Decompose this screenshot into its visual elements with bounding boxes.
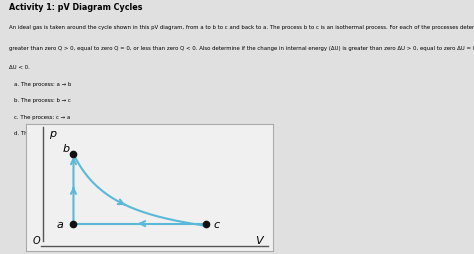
Text: O: O — [33, 235, 40, 245]
Text: d. The complete cycle:: d. The complete cycle: — [14, 131, 75, 136]
Text: An ideal gas is taken around the cycle shown in this pV diagram, from a to b to : An ideal gas is taken around the cycle s… — [9, 25, 474, 30]
Text: b: b — [63, 143, 70, 153]
Text: b. The process: b → c: b. The process: b → c — [14, 98, 71, 103]
Text: a: a — [57, 219, 64, 229]
Text: c. The process: c → a: c. The process: c → a — [14, 114, 71, 119]
Text: c: c — [214, 219, 219, 229]
Text: greater than zero Q > 0, equal to zero Q = 0, or less than zero Q < 0. Also dete: greater than zero Q > 0, equal to zero Q… — [9, 46, 474, 51]
Text: V: V — [255, 235, 263, 245]
Text: a. The process: a → b: a. The process: a → b — [14, 81, 72, 86]
Text: ΔU < 0.: ΔU < 0. — [9, 65, 29, 70]
Text: p: p — [49, 128, 56, 138]
Text: Activity 1: pV Diagram Cycles: Activity 1: pV Diagram Cycles — [9, 3, 142, 11]
